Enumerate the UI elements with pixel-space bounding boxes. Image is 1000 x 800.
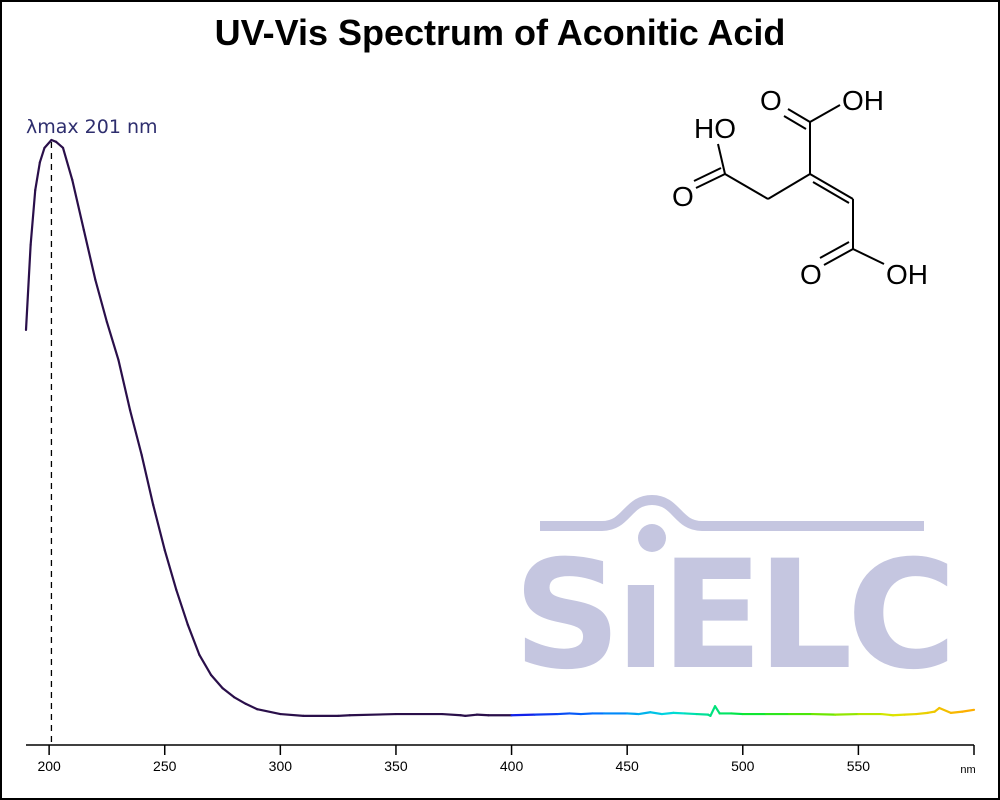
chart-title: UV-Vis Spectrum of Aconitic Acid [214, 12, 786, 53]
spectrum-segment [34, 161, 41, 192]
spectrum-segment [232, 696, 247, 705]
spectrum-segment [880, 712, 895, 717]
spectrum-segment [54, 140, 65, 149]
spectrum-segment [94, 278, 109, 324]
spectrum-segment [337, 714, 351, 717]
spectrum-segment [915, 711, 929, 716]
spectrum-segment [38, 146, 46, 164]
aconitic-acid-structure [693, 104, 885, 266]
spectrum-segment [61, 146, 74, 181]
spectrum-segment [24, 243, 32, 332]
spectrum-segment [713, 705, 721, 715]
spectrum-segment [71, 178, 85, 231]
spectrum-segment [209, 673, 224, 690]
spectrum-segment [117, 358, 132, 412]
mol-label-ho: HO [694, 113, 736, 144]
x-tick-label: 300 [269, 758, 293, 774]
spectrum-segment [533, 712, 559, 716]
spectrum-segment [244, 702, 259, 711]
mol-label-o2: O [760, 85, 782, 116]
spectrum-segment [672, 711, 687, 715]
spectrum-segment [152, 503, 166, 552]
x-tick-label: 200 [37, 758, 61, 774]
spectrum-segment [198, 653, 213, 676]
spectrum-segment [556, 712, 571, 716]
spectrum-segment [128, 409, 143, 456]
spectrum-segment [626, 712, 640, 716]
spectrum-segment [256, 708, 282, 716]
x-tick-label: 500 [731, 758, 755, 774]
spectrum-segment [961, 708, 976, 713]
mol-label-o3: O [800, 259, 822, 290]
mol-label-oh1: OH [842, 85, 884, 116]
spectrum-segment [43, 138, 53, 149]
spectrum-segment [221, 687, 236, 699]
x-tick-label: 450 [615, 758, 639, 774]
logo-dot [638, 524, 666, 552]
spectrum-segment [82, 228, 97, 281]
spectrum-segment [510, 713, 536, 717]
spectrum-segment [903, 712, 918, 716]
spectrum-segment [811, 712, 837, 716]
sielc-logo-watermark: SıELC [513, 494, 957, 703]
spectrum-segment [105, 321, 120, 362]
spectrum-segment [441, 712, 462, 717]
spectrum-segment [348, 712, 398, 717]
spectrum-segment [834, 712, 860, 716]
spectrum-segment [949, 710, 964, 714]
spectrum-segment [660, 711, 675, 716]
spectrum-segment [649, 711, 663, 716]
spectrum-segment [163, 548, 178, 591]
mol-label-oh2: OH [886, 259, 928, 290]
spectrum-segment [683, 712, 698, 716]
spectrum-segment [579, 712, 594, 716]
x-tick-label: 350 [384, 758, 408, 774]
spectrum-segment [29, 188, 37, 247]
x-tick-label: 400 [500, 758, 524, 774]
lambda-max-annotation: λmax 201 nm [26, 116, 158, 743]
spectrum-series [24, 138, 976, 717]
spectrum-segment [938, 706, 952, 714]
logo-swoosh [540, 494, 924, 531]
spectrum-segment [730, 712, 744, 716]
x-axis: 200 250 300 350 400 450 500 550 nm [26, 744, 976, 776]
spectrum-segment [464, 713, 478, 717]
spectrum-segment [891, 713, 906, 717]
mol-label-o1: O [672, 181, 694, 212]
spectrum-segment [926, 710, 936, 714]
x-axis-unit-label: nm [960, 764, 975, 776]
spectrum-segment [140, 453, 155, 506]
spectrum-segment [637, 711, 652, 716]
spectrum-segment [186, 623, 201, 657]
spectrum-segment [175, 588, 189, 626]
spectrum-segment [709, 705, 717, 717]
logo-text: SıELC [513, 529, 951, 703]
x-tick-label: 550 [847, 758, 871, 774]
spectrum-segment [568, 712, 583, 716]
spectrum-segment [475, 713, 490, 717]
spectrum-segment [695, 712, 710, 716]
lambda-max-label: λmax 201 nm [26, 116, 158, 138]
spectrum-segment [279, 712, 305, 717]
x-tick-label: 250 [153, 758, 177, 774]
